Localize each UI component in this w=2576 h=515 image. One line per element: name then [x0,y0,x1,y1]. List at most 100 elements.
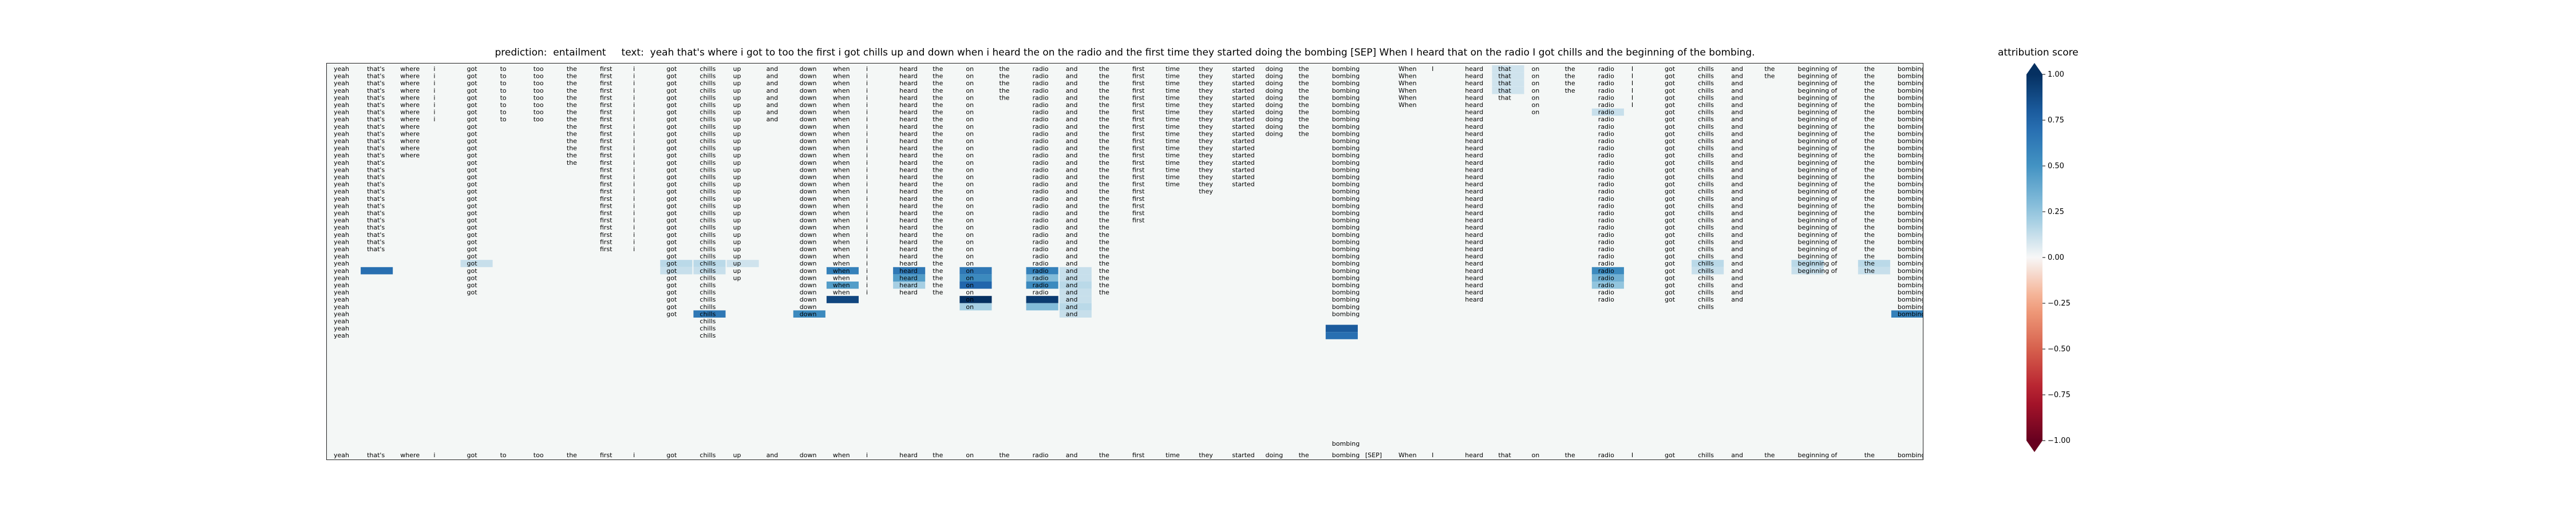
heatmap-token: bombing. [1898,80,1923,87]
heatmap-token: that [1498,87,1511,94]
heatmap-token: heard [1465,87,1483,94]
heatmap-token: got [666,274,677,282]
heatmap-token: chills [700,166,716,173]
heatmap-token: heard [1465,238,1483,245]
heatmap-token: that's [367,73,385,80]
heatmap-token: chills [700,116,716,123]
heatmap-token: i [866,101,868,109]
heatmap-cell [1026,303,1058,311]
heatmap-token: i [866,130,868,137]
heatmap-token: yeah [334,260,349,267]
heatmap-token: doing [1266,130,1283,137]
heatmap-token: got [666,159,677,167]
heatmap-token: too [534,80,544,87]
heatmap-token: of [1831,245,1838,253]
heatmap-token: heard [899,267,918,275]
heatmap-token: When [1398,87,1417,94]
heatmap-token: i [866,267,868,275]
heatmap-token: bombing. [1898,202,1923,209]
heatmap-token: heard [1465,65,1483,73]
heatmap-token: bombing [1332,116,1360,123]
heatmap-token: where [400,94,420,101]
heatmap-token: radio [1598,274,1614,282]
heatmap-token: radio [1033,94,1049,101]
heatmap-token: beginning [1798,116,1830,123]
heatmap-token: and [1066,188,1078,195]
heatmap-token: got [666,181,677,188]
heatmap-token: the [1864,145,1875,152]
heatmap-token: when [833,238,850,245]
heatmap-token: they [1199,130,1213,137]
heatmap-token: i [633,159,635,167]
heatmap-token: heard [1465,202,1483,209]
x-tick-label: heard [899,451,918,459]
heatmap-token: heard [899,94,918,101]
heatmap-token: on [966,282,974,289]
heatmap-token: bombing. [1898,209,1923,217]
heatmap-token: on [966,87,974,94]
heatmap-token: I [1631,65,1633,73]
heatmap-token: the [933,87,943,94]
heatmap-token: the [1099,137,1109,145]
heatmap-token: when [833,145,850,152]
heatmap-token: first [1132,116,1145,123]
heatmap-token: radio [1598,282,1614,289]
heatmap-token: bombing [1332,123,1360,130]
heatmap-token: got [666,289,677,296]
heatmap-token: heard [899,188,918,195]
heatmap-token: i [866,202,868,209]
heatmap-token: when [833,245,850,253]
heatmap-token: they [1199,101,1213,109]
colorbar-tick-label: 1.00 [2048,70,2064,79]
heatmap-token: radio [1033,181,1049,188]
heatmap-token: and [1731,202,1743,209]
heatmap-token: got [666,137,677,145]
heatmap-token: radio [1598,209,1614,217]
heatmap-token: the [1864,231,1875,239]
heatmap-token: got [467,253,478,260]
heatmap-token: they [1199,80,1213,87]
heatmap-token: i [433,65,435,73]
heatmap-token: radio [1033,231,1049,239]
heatmap-token: and [1066,231,1078,239]
heatmap-token: yeah [334,109,349,116]
heatmap-token: and [1731,130,1743,137]
heatmap-token: chills [1698,195,1714,203]
heatmap-token: of [1831,260,1838,267]
heatmap-token: down [800,123,817,130]
heatmap-cell [1059,282,1092,289]
heatmap-token: first [1132,94,1145,101]
heatmap-token: bombing. [1898,282,1923,289]
heatmap-token: when [833,116,850,123]
heatmap-cell [361,267,393,275]
heatmap-token: down [800,289,817,296]
heatmap-token: on [966,202,974,209]
heatmap-token: got [467,195,478,203]
heatmap-token: radio [1598,173,1614,181]
heatmap-token: and [1731,109,1743,116]
heatmap-token: first [600,116,613,123]
heatmap-token: heard [899,289,918,296]
heatmap-token: down [800,274,817,282]
heatmap-token: and [1066,101,1078,109]
heatmap-token: time [1165,109,1180,116]
heatmap-token: when [833,166,850,173]
heatmap-token: on [1532,94,1540,101]
heatmap-token: i [633,238,635,245]
heatmap-token: up [733,195,741,203]
x-tick-label: bombing [1332,451,1360,459]
heatmap-token: i [866,145,868,152]
heatmap-token: on [1532,73,1540,80]
heatmap-token: the [1299,109,1309,116]
heatmap-token: heard [899,209,918,217]
x-tick-label: radio [1598,451,1614,459]
heatmap-token: the [933,289,943,296]
heatmap-token: and [1731,195,1743,203]
heatmap-token: and [1731,65,1743,73]
heatmap-token: the [1299,94,1309,101]
colorbar-title: attribution score [1998,47,2079,58]
heatmap-token: started [1232,116,1254,123]
heatmap-token: the [1099,181,1109,188]
heatmap-token: got [467,260,478,267]
heatmap-token: the [567,73,577,80]
